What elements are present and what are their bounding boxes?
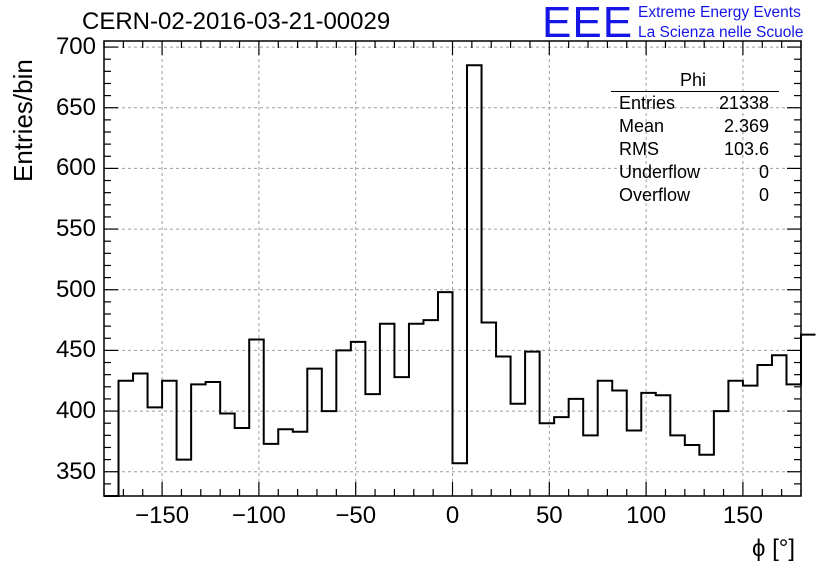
stats-value: 0 (758, 162, 769, 182)
histogram-bin (191, 384, 206, 496)
eee-logo: EEE (542, 0, 634, 47)
histogram-bin (757, 365, 772, 496)
histogram-bin (365, 394, 380, 496)
histogram-bin (583, 435, 598, 496)
histogram-bin (293, 432, 308, 496)
histogram-bin (743, 386, 758, 496)
stats-key: Overflow (619, 185, 691, 205)
histogram-bin (351, 342, 366, 496)
histogram-bin (278, 429, 293, 496)
histogram-bin (409, 324, 424, 496)
stats-divider (611, 91, 779, 92)
y-tick-label: 550 (55, 215, 96, 243)
histogram-bin (569, 399, 584, 496)
y-tick-label: 400 (55, 397, 96, 425)
histogram-bin (133, 373, 148, 496)
histogram-bin (670, 435, 685, 496)
histogram-bin (162, 381, 177, 496)
plot-frame (103, 40, 802, 497)
histogram-bin (453, 463, 468, 496)
histogram-bin (220, 413, 235, 496)
histogram-bin (322, 411, 337, 496)
histogram-bin (786, 384, 801, 496)
histogram-bin (728, 381, 743, 496)
histogram-bin (307, 369, 322, 496)
histogram-bin (482, 322, 497, 496)
histogram-bin (801, 335, 816, 496)
y-tick-label: 600 (55, 154, 96, 182)
histogram-bin (699, 455, 714, 496)
histogram-series (104, 64, 816, 497)
histogram-bin (598, 381, 613, 496)
histogram-bin (554, 417, 569, 496)
histogram-bin (525, 352, 540, 496)
y-tick-label: 500 (55, 275, 96, 303)
histogram-bin (264, 444, 279, 496)
histogram-bin (685, 445, 700, 496)
x-tick-label: 0 (445, 502, 460, 529)
eee-tagline-1: Extreme Energy Events (638, 4, 801, 21)
histogram-bin (612, 390, 627, 496)
stats-key: Mean (619, 116, 665, 136)
stats-box: Phi Entries 21338 Mean 2.369 RMS 103.6 U… (609, 70, 779, 210)
chart-title: CERN-02-2016-03-21-00029 (82, 8, 391, 35)
histogram-bin (394, 377, 409, 496)
histogram-bin (206, 382, 221, 496)
histogram-bin (714, 411, 729, 496)
histogram-bin (656, 395, 671, 496)
histogram-bin (627, 430, 642, 496)
stats-value: 0 (758, 185, 769, 205)
stats-value: 21338 (718, 93, 769, 113)
histogram-outline (104, 64, 816, 497)
y-tick-label: 450 (55, 336, 96, 364)
histogram-bin (249, 339, 264, 496)
stats-title: Phi (679, 70, 706, 90)
histogram-bin (641, 393, 656, 496)
y-tick-label: 700 (55, 33, 96, 61)
x-tick-label: −50 (335, 502, 377, 529)
stats-value: 103.6 (723, 139, 769, 159)
histogram-bin (511, 404, 526, 496)
stats-key: Underflow (619, 162, 701, 182)
x-tick-label: −150 (135, 502, 190, 529)
stats-key: Entries (619, 93, 676, 113)
histogram-bin (380, 324, 395, 496)
y-tick-label: 350 (55, 457, 96, 485)
x-tick-label: −100 (231, 502, 286, 529)
x-tick-label: 100 (626, 502, 667, 529)
histogram-bin (467, 65, 482, 496)
stats-key: RMS (619, 139, 659, 159)
axis-ticks (103, 41, 802, 496)
histogram-bin (540, 423, 555, 496)
histogram-bin (336, 350, 351, 496)
histogram-bin (148, 407, 163, 496)
y-tick-label: 650 (55, 93, 96, 121)
x-tick-label: 50 (535, 502, 563, 529)
histogram-bin (438, 292, 453, 496)
y-axis-label: Entries/bin (8, 59, 38, 182)
eee-tagline-2: La Scienza nelle Scuole (638, 24, 804, 41)
histogram-bin (119, 381, 134, 496)
histogram-bin (496, 356, 511, 496)
histogram-bin (235, 428, 250, 496)
x-axis-label: ϕ [°] (752, 535, 796, 562)
x-tick-label: 150 (722, 502, 763, 529)
stats-value: 2.369 (723, 116, 769, 136)
histogram-bin (772, 355, 787, 496)
histogram-bin (177, 460, 192, 496)
histogram-bin (423, 320, 438, 496)
